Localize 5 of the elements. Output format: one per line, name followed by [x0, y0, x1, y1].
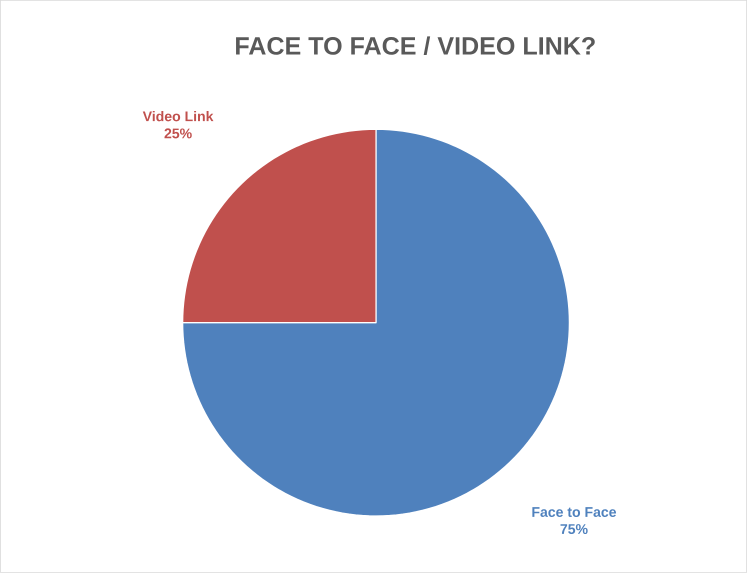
slice-label: Face to Face	[532, 507, 616, 518]
data-label: 75%	[560, 524, 588, 534]
slice-label: Video Link	[142, 111, 214, 122]
chart-title: FACE TO FACE / VIDEO LINK?	[236, 36, 595, 56]
data-label: 25%	[164, 128, 192, 138]
